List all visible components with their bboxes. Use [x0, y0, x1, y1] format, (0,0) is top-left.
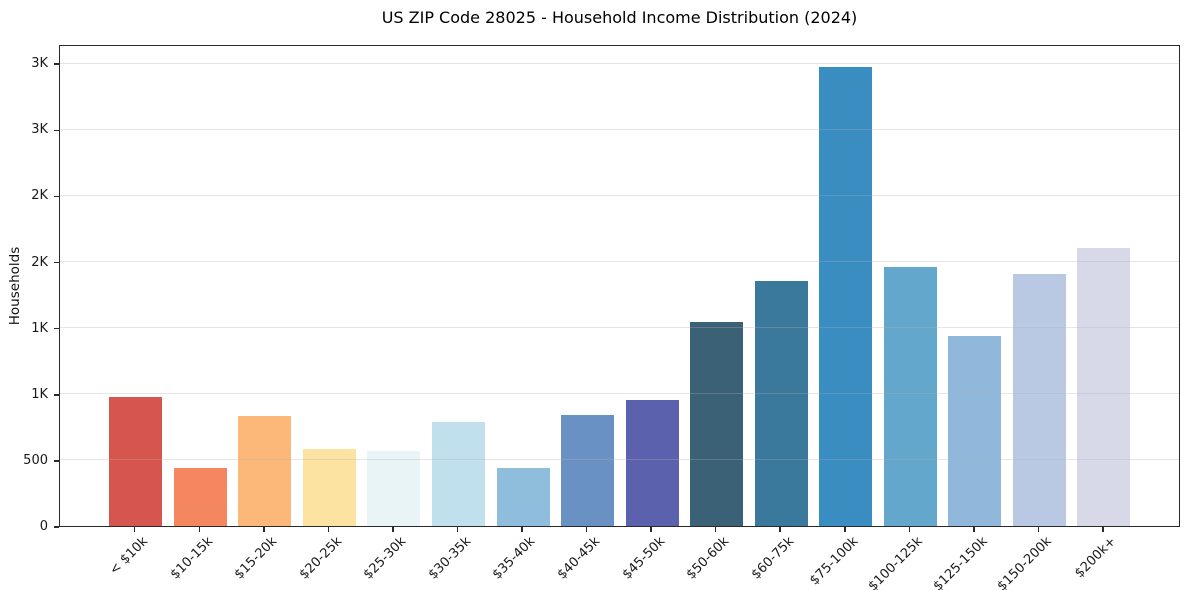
x-tick-label-$125-150k: $125-150k [930, 534, 991, 590]
x-tick-label-$35-40k: $35-40k [490, 534, 539, 583]
bar-$15-20k [238, 416, 292, 526]
gridline-3500 [60, 62, 1179, 64]
x-tick-label-$25-30k: $25-30k [361, 534, 410, 583]
bar-$125-150k [948, 335, 1002, 526]
y-tick-label-1K: 1K [31, 320, 48, 336]
gridline-1500 [60, 327, 1179, 329]
bar-$25-30k [367, 450, 421, 526]
x-tick-mark [456, 527, 459, 532]
y-tick-label-2K: 2K [31, 254, 48, 270]
bar-$150-200k [1012, 274, 1066, 526]
y-tick-label-3K: 3K [31, 122, 48, 138]
bar-< $10k [109, 397, 163, 526]
y-tick-mark [54, 394, 59, 396]
x-tick-mark [650, 527, 652, 532]
x-tick-label-$40-45k: $40-45k [554, 534, 604, 583]
bar-$75-100k [819, 67, 873, 526]
bar-$30-35k [431, 422, 485, 526]
y-tick-label-3K: 3K [31, 56, 48, 72]
plot-area [59, 45, 1180, 527]
x-tick-label-$50-60k: $50-60k [683, 534, 733, 583]
x-tick-mark [1102, 527, 1104, 532]
x-tick-mark [973, 527, 975, 532]
x-tick-label-$45-50k: $45-50k [619, 534, 668, 583]
x-tick-label-$150-200k: $150-200k [994, 534, 1056, 590]
chart-title: US ZIP Code 28025 - Household Income Dis… [381, 8, 858, 27]
y-tick-label-2K: 2K [31, 188, 48, 204]
x-tick-label-$100-125k: $100-125k [865, 534, 926, 590]
gridline-500 [60, 459, 1179, 461]
y-tick-mark [54, 195, 59, 198]
x-tick-mark [263, 527, 265, 532]
x-tick-mark [714, 527, 717, 532]
y-tick-mark [54, 261, 59, 264]
x-tick-mark [1037, 527, 1040, 532]
x-tick-label-$200k+: $200k+ [1072, 534, 1120, 582]
x-tick-mark [392, 527, 394, 532]
bar-$100-125k [883, 267, 937, 526]
bar-$35-40k [496, 467, 550, 526]
x-tick-mark [327, 527, 330, 532]
x-tick-label-$20-25k: $20-25k [296, 534, 345, 583]
x-tick-mark [521, 527, 523, 532]
x-tick-label-$10-15k: $10-15k [167, 534, 216, 583]
x-tick-mark [779, 527, 781, 532]
x-tick-mark [133, 527, 136, 532]
y-tick-label-0: 0 [39, 519, 48, 534]
bar-$50-60k [690, 322, 744, 526]
x-tick-mark [585, 527, 588, 532]
x-tick-label-< $10k: < $10k [107, 534, 152, 579]
x-tick-label-$75-100k: $75-100k [807, 534, 862, 589]
y-tick-label-1K: 1K [31, 386, 48, 402]
x-tick-mark [844, 527, 846, 532]
x-tick-mark [198, 527, 200, 532]
bar-$20-25k [302, 449, 356, 526]
y-tick-mark [54, 327, 59, 330]
x-tick-label-$30-35k: $30-35k [425, 534, 475, 583]
bar-$10-15k [173, 468, 227, 526]
x-tick-mark [908, 527, 911, 532]
gridline-1000 [60, 393, 1179, 395]
y-tick-mark [54, 460, 59, 462]
bar-$60-75k [754, 281, 808, 526]
x-tick-label-$15-20k: $15-20k [231, 534, 281, 583]
gridline-3000 [60, 128, 1179, 130]
bar-$45-50k [625, 400, 679, 526]
y-tick-mark [54, 63, 59, 65]
gridline-2000 [60, 260, 1179, 263]
gridline-2500 [60, 194, 1179, 197]
bar-$40-45k [561, 414, 615, 526]
y-tick-mark [54, 129, 59, 132]
y-tick-label-500: 500 [23, 452, 48, 468]
bar-$200k+ [1077, 248, 1131, 526]
x-tick-label-$60-75k: $60-75k [748, 534, 797, 583]
y-tick-mark [54, 526, 59, 528]
